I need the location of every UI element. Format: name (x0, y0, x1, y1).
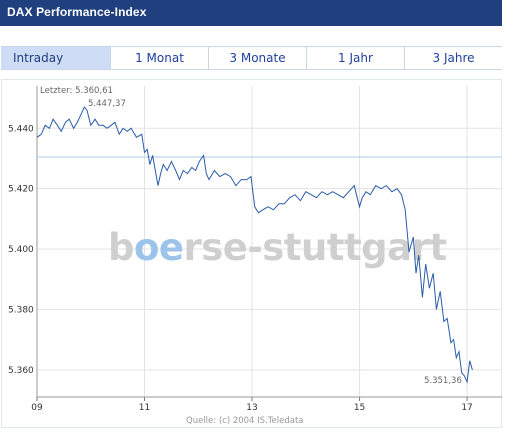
y-tick-label: 5.440 (8, 124, 34, 134)
period-tabs: Intraday 1 Monat 3 Monate 1 Jahr 3 Jahre (1, 46, 502, 70)
chart-frame (1, 79, 502, 428)
y-tick-label: 5.360 (8, 366, 34, 376)
x-tick-label: 15 (354, 403, 365, 413)
page-title: DAX Performance-Index (7, 5, 147, 19)
axes (36, 86, 502, 401)
x-tick-label: 17 (461, 403, 472, 413)
y-tick-label: 5.380 (8, 305, 34, 315)
low-value-label: 5.351,36 (424, 376, 462, 386)
watermark-part-1: b (108, 226, 134, 269)
tab-1-monat[interactable]: 1 Monat (111, 47, 209, 69)
tab-3-monate[interactable]: 3 Monate (209, 47, 307, 69)
header-bar: DAX Performance-Index (0, 0, 502, 26)
series-line (36, 106, 473, 384)
x-tick-label: 09 (31, 403, 43, 413)
watermark: boerse-stuttgart (108, 226, 447, 269)
tab-3-jahre-label: 3 Jahre (432, 51, 475, 65)
high-value-label: 5.447,37 (88, 99, 126, 109)
tab-intraday[interactable]: Intraday (1, 47, 111, 69)
tab-1-jahr[interactable]: 1 Jahr (307, 47, 405, 69)
tick-labels: 5.440 5.420 5.400 5.380 5.360 09 11 13 15 17 (8, 124, 473, 413)
x-tick-label: 13 (246, 403, 257, 413)
y-tick-label: 5.400 (8, 245, 34, 255)
watermark-part-3: rse-stuttgart (184, 226, 447, 269)
source-label: Quelle: (c) 2004 IS.Teledata (186, 416, 304, 426)
tab-3-jahre[interactable]: 3 Jahre (405, 47, 502, 69)
tab-1-jahr-label: 1 Jahr (338, 51, 373, 65)
x-tick-label: 11 (139, 403, 150, 413)
tab-3-monate-label: 3 Monate (229, 51, 286, 65)
watermark-text: boerse-stuttgart (108, 226, 447, 269)
last-value-label: Letzter: 5.360,61 (40, 86, 113, 96)
tab-intraday-label: Intraday (13, 51, 64, 65)
y-tick-label: 5.420 (8, 185, 34, 195)
watermark-part-2: oe (134, 226, 184, 269)
tab-1-monat-label: 1 Monat (135, 51, 184, 65)
